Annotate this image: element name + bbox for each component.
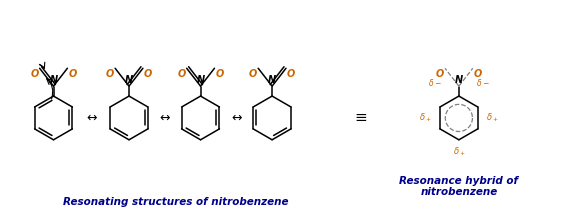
Text: N: N (268, 75, 276, 85)
Text: O: O (69, 69, 77, 79)
Text: N: N (50, 75, 58, 85)
Text: O: O (215, 69, 224, 79)
Text: O: O (144, 69, 152, 79)
Text: Resonance hybrid of
nitrobenzene: Resonance hybrid of nitrobenzene (399, 176, 518, 197)
Text: $\delta_+$: $\delta_+$ (419, 112, 432, 124)
Text: $\delta_+$: $\delta_+$ (453, 146, 465, 158)
Text: $\delta_+$: $\delta_+$ (486, 112, 498, 124)
Text: O: O (178, 69, 186, 79)
Text: O: O (106, 69, 114, 79)
Text: Resonating structures of nitrobenzene: Resonating structures of nitrobenzene (63, 197, 288, 207)
Text: ↔: ↔ (159, 111, 170, 124)
Text: ≡: ≡ (354, 110, 367, 125)
Text: O: O (30, 69, 39, 79)
Text: $\delta-$: $\delta-$ (476, 77, 489, 88)
Text: ↔: ↔ (231, 111, 242, 124)
Text: N: N (196, 75, 204, 85)
Text: O: O (287, 69, 295, 79)
Text: ↔: ↔ (86, 111, 96, 124)
Text: O: O (249, 69, 257, 79)
Text: N: N (125, 75, 133, 85)
Text: N: N (455, 75, 463, 85)
Text: O: O (436, 69, 444, 79)
Text: O: O (474, 69, 482, 79)
Text: $\delta-$: $\delta-$ (428, 77, 442, 88)
